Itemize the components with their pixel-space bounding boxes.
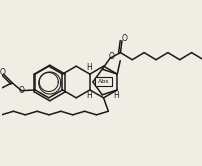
Text: O: O bbox=[19, 86, 25, 95]
Text: Abs: Abs bbox=[98, 79, 109, 84]
Text: H: H bbox=[86, 91, 92, 100]
Text: O: O bbox=[0, 68, 5, 77]
Text: H: H bbox=[86, 63, 92, 72]
Text: O: O bbox=[108, 52, 114, 61]
Text: O: O bbox=[122, 34, 128, 43]
Text: H: H bbox=[113, 91, 119, 100]
FancyBboxPatch shape bbox=[95, 77, 112, 86]
